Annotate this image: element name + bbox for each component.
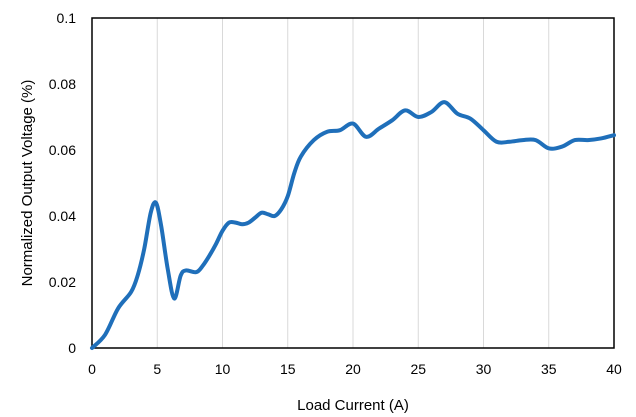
y-tick-label: 0.04 [49, 208, 76, 224]
x-tick-label: 15 [280, 361, 296, 377]
y-axis-tick-labels: 0 0.02 0.04 0.06 0.08 0.1 [49, 10, 76, 356]
y-tick-label: 0.06 [49, 142, 76, 158]
x-tick-label: 30 [476, 361, 492, 377]
x-tick-label: 40 [606, 361, 622, 377]
x-tick-label: 5 [153, 361, 161, 377]
plot-area-frame [91, 17, 615, 349]
vertical-gridlines [156, 18, 550, 348]
y-tick-label: 0.02 [49, 274, 76, 290]
series-group [90, 100, 616, 350]
series-line [90, 100, 616, 350]
x-tick-label: 20 [345, 361, 361, 377]
x-tick-label: 35 [541, 361, 557, 377]
x-tick-label: 25 [410, 361, 426, 377]
x-axis-title: Load Current (A) [297, 397, 409, 414]
x-tick-label: 10 [215, 361, 231, 377]
x-axis-tick-labels: 0 5 10 15 20 25 30 35 40 [88, 361, 622, 377]
y-tick-label: 0.1 [57, 10, 77, 26]
y-axis-title: Normalized Output Voltage (%) [19, 80, 36, 287]
x-tick-label: 0 [88, 361, 96, 377]
y-tick-label: 0 [68, 340, 76, 356]
y-tick-label: 0.08 [49, 76, 76, 92]
